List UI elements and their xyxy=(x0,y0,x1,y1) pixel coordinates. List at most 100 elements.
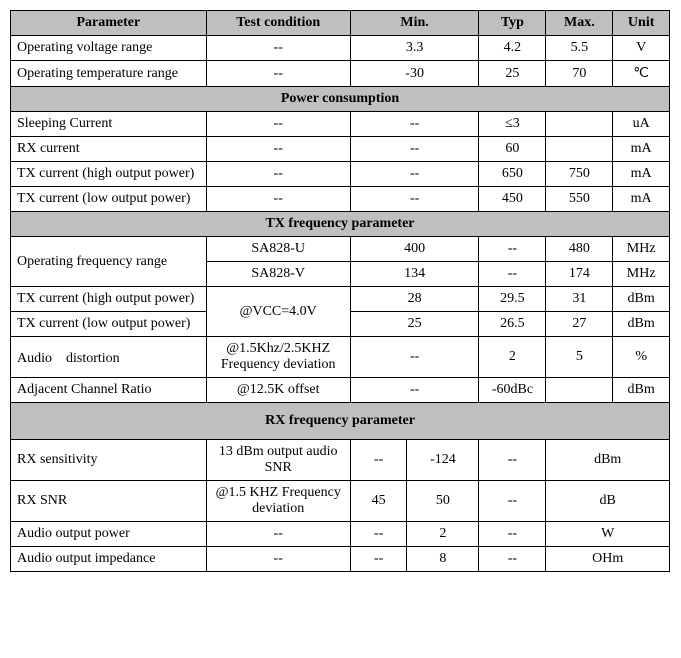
section-label: Power consumption xyxy=(11,87,670,112)
cell-unit: V xyxy=(613,36,670,61)
cell-c4: 2 xyxy=(407,522,479,547)
cell-param: TX current (low output power) xyxy=(11,187,207,212)
cell-cond: -- xyxy=(206,547,350,572)
cell-unit: mA xyxy=(613,187,670,212)
cell-max: 27 xyxy=(546,312,613,337)
cell-param: TX current (high output power) xyxy=(11,162,207,187)
cell-cond: -- xyxy=(206,36,350,61)
cell-unit: uA xyxy=(613,112,670,137)
cell-max: 5.5 xyxy=(546,36,613,61)
table-row: RX current -- -- 60 mA xyxy=(11,137,670,162)
cell-typ: 25 xyxy=(479,61,546,87)
cell-c4: 50 xyxy=(407,481,479,522)
table-row: TX current (low output power) -- -- 450 … xyxy=(11,187,670,212)
table-row: Audio output impedance -- -- 8 -- OHm xyxy=(11,547,670,572)
cell-max xyxy=(546,378,613,403)
cell-typ: 2 xyxy=(479,337,546,378)
cell-cond: -- xyxy=(206,522,350,547)
cell-param: Operating temperature range xyxy=(11,61,207,87)
header-test-condition: Test condition xyxy=(206,11,350,36)
table-row: Operating frequency range SA828-U 400 --… xyxy=(11,237,670,262)
cell-param: Audio distortion xyxy=(11,337,207,378)
cell-unit: dBm xyxy=(613,287,670,312)
table-row: TX current (high output power) -- -- 650… xyxy=(11,162,670,187)
table-row: Audio output power -- -- 2 -- W xyxy=(11,522,670,547)
cell-unit: % xyxy=(613,337,670,378)
cell-c3: -- xyxy=(350,440,407,481)
cell-cond: SA828-V xyxy=(206,262,350,287)
cell-cond: @1.5Khz/2.5KHZ Frequency deviation xyxy=(206,337,350,378)
cell-typ: 450 xyxy=(479,187,546,212)
header-parameter: Parameter xyxy=(11,11,207,36)
cell-typ: 4.2 xyxy=(479,36,546,61)
section-power: Power consumption xyxy=(11,87,670,112)
cell-unit: MHz xyxy=(613,237,670,262)
section-label: RX frequency parameter xyxy=(11,403,670,440)
header-max: Max. xyxy=(546,11,613,36)
cell-param: Audio output impedance xyxy=(11,547,207,572)
cell-cond: -- xyxy=(206,61,350,87)
cell-min: -- xyxy=(350,162,479,187)
cell-unit: MHz xyxy=(613,262,670,287)
cell-param: Audio output power xyxy=(11,522,207,547)
cell-max: 31 xyxy=(546,287,613,312)
cell-cond: -- xyxy=(206,112,350,137)
table-row: Operating temperature range -- -30 25 70… xyxy=(11,61,670,87)
cell-c67: W xyxy=(546,522,670,547)
cell-param: Operating voltage range xyxy=(11,36,207,61)
cell-c3: -- xyxy=(350,522,407,547)
cell-unit: dBm xyxy=(613,378,670,403)
cell-param: Adjacent Channel Ratio xyxy=(11,378,207,403)
cell-param: TX current (low output power) xyxy=(11,312,207,337)
cell-min: 134 xyxy=(350,262,479,287)
cell-c67: dB xyxy=(546,481,670,522)
table-row: Sleeping Current -- -- ≤3 uA xyxy=(11,112,670,137)
cell-unit: ℃ xyxy=(613,61,670,87)
cell-max xyxy=(546,112,613,137)
cell-typ: 650 xyxy=(479,162,546,187)
cell-param: RX SNR xyxy=(11,481,207,522)
cell-typ: -60dBc xyxy=(479,378,546,403)
table-row: TX current (high output power) @VCC=4.0V… xyxy=(11,287,670,312)
cell-max: 174 xyxy=(546,262,613,287)
cell-typ: 60 xyxy=(479,137,546,162)
cell-cond: -- xyxy=(206,162,350,187)
table-row: Operating voltage range -- 3.3 4.2 5.5 V xyxy=(11,36,670,61)
cell-cond: -- xyxy=(206,187,350,212)
section-label: TX frequency parameter xyxy=(11,212,670,237)
cell-c5: -- xyxy=(479,481,546,522)
cell-typ: -- xyxy=(479,262,546,287)
table-row: RX SNR @1.5 KHZ Frequency deviation 45 5… xyxy=(11,481,670,522)
section-tx: TX frequency parameter xyxy=(11,212,670,237)
section-rx: RX frequency parameter xyxy=(11,403,670,440)
cell-min: 28 xyxy=(350,287,479,312)
cell-typ: -- xyxy=(479,237,546,262)
cell-param: RX sensitivity xyxy=(11,440,207,481)
cell-c5: -- xyxy=(479,522,546,547)
cell-cond: SA828-U xyxy=(206,237,350,262)
cell-typ: 26.5 xyxy=(479,312,546,337)
cell-max: 480 xyxy=(546,237,613,262)
cell-unit: mA xyxy=(613,137,670,162)
cell-min: -- xyxy=(350,112,479,137)
cell-param: RX current xyxy=(11,137,207,162)
header-min: Min. xyxy=(350,11,479,36)
cell-c4: -124 xyxy=(407,440,479,481)
cell-max xyxy=(546,137,613,162)
cell-typ: 29.5 xyxy=(479,287,546,312)
cell-cond: @VCC=4.0V xyxy=(206,287,350,337)
cell-min: 400 xyxy=(350,237,479,262)
cell-cond: 13 dBm output audio SNR xyxy=(206,440,350,481)
cell-cond: -- xyxy=(206,137,350,162)
cell-unit: dBm xyxy=(613,312,670,337)
table-row: RX sensitivity 13 dBm output audio SNR -… xyxy=(11,440,670,481)
header-typ: Typ xyxy=(479,11,546,36)
header-unit: Unit xyxy=(613,11,670,36)
cell-c5: -- xyxy=(479,440,546,481)
cell-c5: -- xyxy=(479,547,546,572)
cell-min: 3.3 xyxy=(350,36,479,61)
cell-typ: ≤3 xyxy=(479,112,546,137)
cell-c3: 45 xyxy=(350,481,407,522)
cell-min: -- xyxy=(350,378,479,403)
header-row: Parameter Test condition Min. Typ Max. U… xyxy=(11,11,670,36)
